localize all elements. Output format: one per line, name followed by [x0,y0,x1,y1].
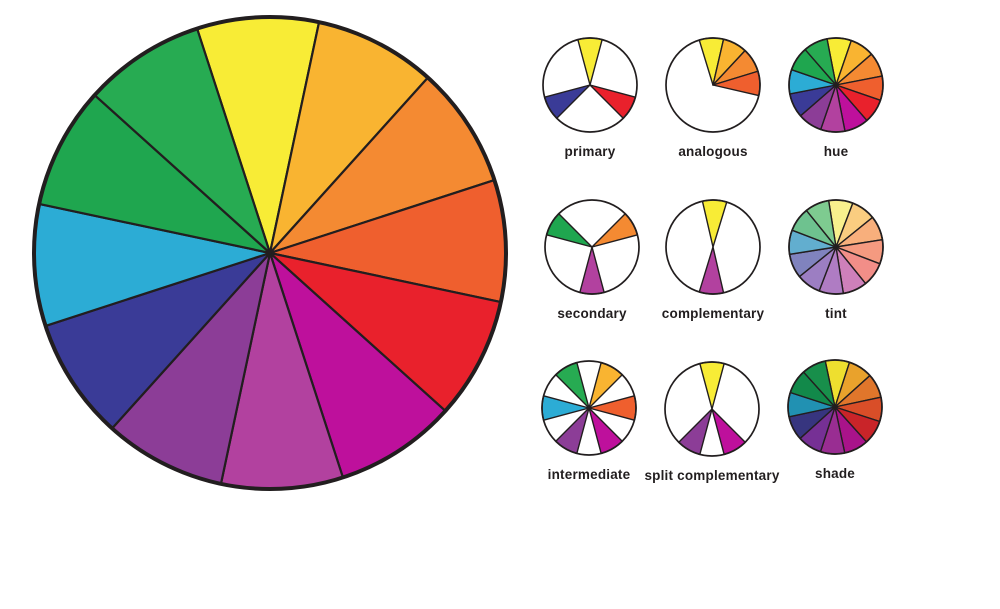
main-color-wheel [29,12,511,494]
mini-wheel-label-complementary: complementary [661,306,765,321]
mini-wheel-complementary: complementary [628,197,798,322]
mini-wheel-intermediate-svg [541,360,637,456]
mini-wheel-shade: shade [750,357,920,482]
mini-wheel-primary: primary [505,35,675,160]
mini-wheel-hue-svg [788,37,884,133]
mini-wheel-secondary-svg [544,199,640,295]
mini-wheel-label-split-complementary: split complementary [644,468,780,483]
mini-wheel-split-complementary-svg [664,361,760,457]
main-color-wheel-svg [32,15,508,491]
mini-wheel-tint-svg [788,199,884,295]
mini-wheel-analogous: analogous [628,35,798,160]
mini-wheel-label-primary: primary [564,144,616,159]
mini-wheel-complementary-svg [665,199,761,295]
mini-wheel-shade-svg [787,359,883,455]
mini-wheel-intermediate: intermediate [504,358,674,483]
mini-wheel-label-secondary: secondary [557,306,627,321]
mini-wheel-tint: tint [751,197,921,322]
mini-wheel-label-intermediate: intermediate [547,467,631,482]
mini-wheel-analogous-svg [665,37,761,133]
mini-wheel-label-analogous: analogous [678,144,748,159]
mini-wheel-label-tint: tint [825,306,847,321]
mini-wheel-split-complementary: split complementary [627,359,797,484]
mini-wheel-primary-svg [542,37,638,133]
mini-wheel-secondary: secondary [507,197,677,322]
mini-wheel-hue: hue [751,35,921,160]
mini-wheel-label-hue: hue [823,144,849,159]
mini-wheel-label-shade: shade [814,466,856,481]
